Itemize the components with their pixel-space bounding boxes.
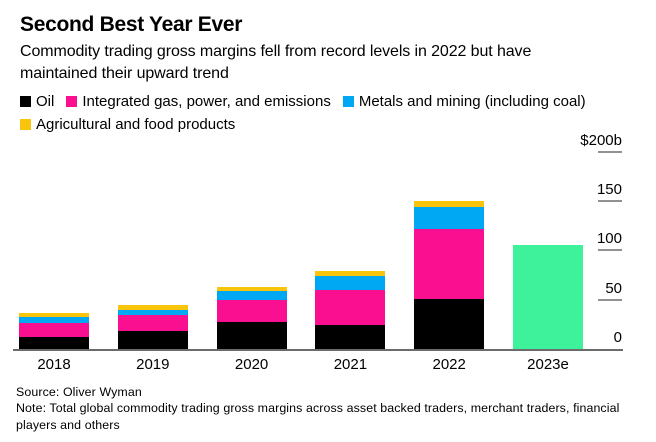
legend-item-integrated-gas-power-emissions: Integrated gas, power, and emissions — [66, 93, 331, 110]
x-axis-label: 2020 — [234, 356, 269, 373]
legend-swatch-icon — [20, 119, 31, 130]
y-tick-dash — [598, 200, 622, 203]
bar-segment-oil — [19, 336, 89, 349]
legend-label: Oil — [36, 93, 55, 110]
bar-2020 — [216, 287, 287, 349]
bar-2018 — [19, 312, 89, 349]
y-tick-dash — [598, 298, 622, 301]
x-axis-label: 2021 — [333, 356, 368, 373]
bar-segment-metals-and-mining — [19, 316, 89, 324]
bar-segment-metals-and-mining — [414, 207, 485, 230]
y-tick-label: 100 — [596, 230, 622, 248]
bar-2021 — [315, 271, 386, 349]
legend-swatch-icon — [20, 96, 31, 107]
y-tick-label: 50 — [605, 279, 622, 297]
legend-item-oil: Oil — [20, 93, 54, 110]
x-axis-label: 2019 — [136, 356, 170, 373]
legend-item-agricultural-and-food: Agricultural and food products — [20, 116, 235, 133]
legend-item-metals-and-mining: Metals and mining (including coal) — [342, 93, 586, 110]
y-tick-dash — [598, 150, 622, 153]
legend-swatch-icon — [66, 96, 78, 107]
source-line: Source: Oliver Wyman — [16, 385, 142, 399]
bar-segment-agricultural-and-food — [117, 305, 188, 310]
y-tick-label: 150 — [596, 181, 622, 199]
bar-segment-oil — [414, 299, 485, 349]
bar-segment-agricultural-and-food — [19, 312, 89, 317]
y-tick-dash — [598, 249, 622, 252]
x-axis-label: 2023e — [527, 356, 569, 373]
bar-segment-oil — [315, 325, 386, 349]
bar-segment-agricultural-and-food — [315, 271, 386, 276]
chart-legend: Oil Integrated gas, power, and emissions M… — [20, 93, 624, 133]
bar-segment-integrated-gas-power-emissions — [315, 289, 386, 326]
legend-label: Agricultural and food products — [36, 116, 236, 133]
bar-segment-oil — [216, 321, 287, 349]
bar-segment-integrated-gas-power-emissions — [19, 323, 89, 337]
bar-2022 — [414, 200, 485, 349]
note-line: Note: Total global commodity trading gro… — [16, 401, 620, 432]
legend-swatch-icon — [342, 96, 354, 107]
bar-segment-integrated-gas-power-emissions — [216, 299, 287, 322]
legend-label: Integrated gas, power, and emissions — [82, 93, 331, 110]
y-tick-label: $200b — [580, 131, 622, 149]
chart-subtitle: Commodity trading gross margins fell fro… — [20, 43, 532, 82]
bar-segment-oil — [117, 330, 188, 349]
bar-segment-estimate-total — [513, 245, 583, 349]
chart-title: Second Best Year Ever — [20, 13, 243, 36]
plot-area: $200b 150 100 50 0 2018 2019 2020 2021 2022 2023e — [0, 130, 656, 373]
bar-segment-metals-and-mining — [315, 275, 386, 290]
x-axis-label: 2022 — [432, 356, 466, 373]
bar-segment-integrated-gas-power-emissions — [117, 314, 188, 331]
bar-2019 — [117, 305, 188, 349]
legend-label: Metals and mining (including coal) — [358, 93, 586, 110]
bar-segment-metals-and-mining — [117, 309, 188, 315]
bar-segment-integrated-gas-power-emissions — [414, 229, 485, 300]
x-axis-line — [13, 349, 623, 351]
chart-footnote: Source: Oliver Wyman Note: Total global … — [16, 384, 632, 433]
bar-2023e — [513, 245, 583, 349]
bar-segment-agricultural-and-food — [414, 200, 485, 208]
bar-segment-agricultural-and-food — [216, 287, 287, 292]
x-axis-label: 2018 — [37, 356, 71, 373]
bar-segment-metals-and-mining — [216, 291, 287, 300]
y-tick-label: 0 — [613, 329, 622, 346]
